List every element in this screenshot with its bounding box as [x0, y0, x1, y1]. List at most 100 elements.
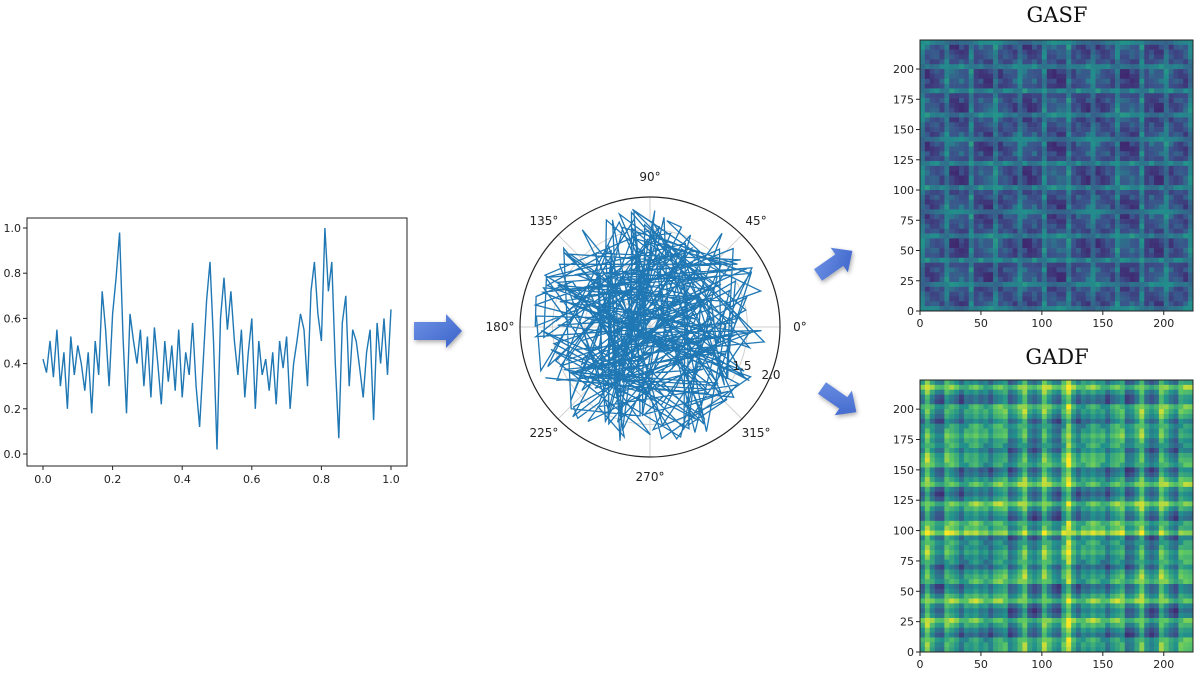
heatmap-cell [1110, 59, 1116, 65]
heatmap-cell [963, 122, 970, 128]
heatmap-cell [929, 98, 935, 104]
heatmap-cell [1051, 64, 1057, 70]
heatmap-cell [1007, 423, 1013, 429]
heatmap-cell [920, 291, 926, 297]
heatmap-cell [954, 281, 960, 288]
heatmap-cell [954, 423, 960, 429]
heatmap-cell [1124, 175, 1130, 181]
heatmap-cell [1154, 243, 1160, 249]
heatmap-cell [1139, 209, 1145, 215]
heatmap-cell [1090, 185, 1096, 191]
heatmap-cell [1115, 194, 1121, 200]
heatmap-cell [939, 54, 945, 60]
heatmap-cell [968, 286, 974, 292]
heatmap-cell [978, 165, 984, 171]
heatmap-cell [998, 93, 1004, 99]
heatmap-cell [1115, 127, 1121, 133]
heatmap-cell [1041, 467, 1048, 473]
heatmap-cell [973, 477, 979, 483]
heatmap-cell [934, 443, 940, 449]
heatmap-cell [1017, 306, 1023, 312]
heatmap-cell [920, 462, 926, 468]
heatmap-cell [1085, 98, 1091, 104]
heatmap-cell [1061, 214, 1067, 220]
heatmap-cell [1061, 286, 1067, 292]
heatmap-cell [1105, 64, 1111, 70]
heatmap-cell [929, 472, 935, 478]
heatmap-cell [998, 88, 1004, 94]
heatmap-cell [1183, 93, 1189, 99]
heatmap-cell [1037, 59, 1043, 65]
heatmap-cell [924, 491, 931, 497]
heatmap-cell [924, 496, 931, 502]
heatmap-cell [1173, 93, 1179, 99]
heatmap-cell [1183, 301, 1189, 307]
heatmap-cell [1139, 180, 1145, 186]
heatmap-cell [959, 93, 965, 99]
heatmap-cell [1149, 257, 1155, 263]
heatmap-cell [924, 151, 931, 157]
heatmap-cell [949, 93, 955, 99]
heatmap-cell [1012, 414, 1018, 420]
heatmap-cell [983, 296, 989, 302]
heatmap-cell [1100, 83, 1106, 89]
heatmap-cell [939, 243, 945, 249]
heatmap-cell [1007, 54, 1013, 60]
heatmap-cell [963, 59, 970, 65]
heatmap-cell [1188, 277, 1194, 283]
heatmap-cell [963, 54, 970, 60]
heatmap-cell [973, 296, 979, 302]
heatmap-cell [1046, 64, 1052, 70]
heatmap-cell [1168, 296, 1174, 302]
heatmap-cell [1188, 170, 1194, 176]
heatmap-cell [973, 472, 979, 478]
heatmap-cell [1007, 252, 1013, 259]
heatmap-cell [954, 457, 960, 463]
heatmap-cell [998, 238, 1004, 244]
heatmap-cell [934, 384, 940, 391]
heatmap-cell [1158, 102, 1165, 109]
heatmap-cell [1168, 136, 1174, 142]
heatmap-cell [1041, 277, 1048, 283]
heatmap-cell [1022, 194, 1028, 200]
heatmap-cell [1037, 414, 1043, 420]
heatmap-cell [929, 73, 935, 80]
heatmap-cell [944, 219, 950, 225]
heatmap-cell [929, 204, 935, 210]
heatmap-cell [1134, 122, 1140, 128]
heatmap-cell [1002, 214, 1009, 220]
heatmap-cell [978, 228, 984, 234]
heatmap-cell [1027, 438, 1033, 444]
heatmap-cell [920, 511, 926, 517]
heatmap-cell [1105, 112, 1111, 118]
heatmap-cell [1090, 73, 1096, 80]
heatmap-cell [1032, 98, 1038, 104]
heatmap-cell [1090, 170, 1096, 176]
heatmap-cell [1032, 409, 1038, 415]
heatmap-cell [1041, 491, 1048, 497]
heatmap-cell [944, 457, 950, 463]
heatmap-cell [1183, 511, 1189, 517]
heatmap-cell [1022, 520, 1028, 527]
heatmap-cell [1115, 296, 1121, 302]
heatmap-cell [1134, 501, 1140, 507]
heatmap-cell [1046, 384, 1052, 391]
heatmap-cell [1119, 291, 1126, 297]
heatmap-cell [1012, 448, 1018, 454]
heatmap-cell [983, 477, 989, 483]
heatmap-cell [1115, 54, 1121, 60]
heatmap-cell [1061, 423, 1067, 429]
heatmap-cell [1017, 281, 1023, 288]
heatmap-cell [1007, 165, 1013, 171]
heatmap-cell [1183, 180, 1189, 186]
heatmap-cell [1056, 156, 1062, 162]
heatmap-cell [939, 223, 945, 230]
heatmap-cell [934, 267, 940, 273]
heatmap-cell [920, 414, 926, 420]
heatmap-cell [1129, 389, 1135, 395]
heatmap-cell [1085, 64, 1091, 70]
heatmap-cell [968, 296, 974, 302]
heatmap-cell [1032, 486, 1038, 493]
heatmap-cell [978, 414, 984, 420]
heatmap-cell [983, 127, 989, 133]
